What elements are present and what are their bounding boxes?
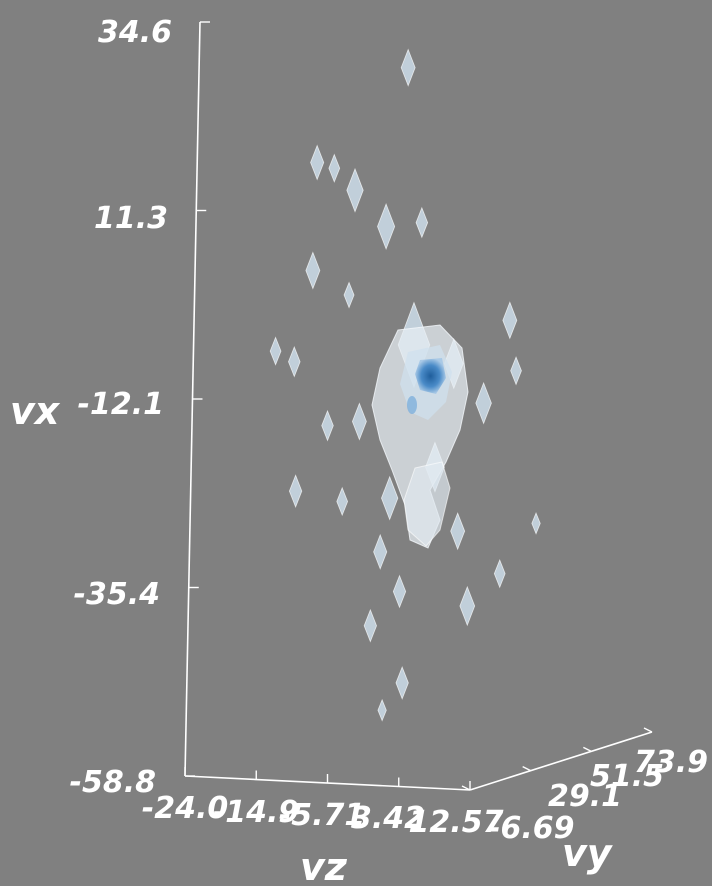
isosurface-blob <box>392 574 407 609</box>
isosurface-blob <box>373 533 388 570</box>
vz-tick-label: 3.42 <box>351 801 425 836</box>
vx-tick-label: -58.8 <box>70 765 156 800</box>
isosurface-blob <box>415 206 429 239</box>
cluster-lower-lobe <box>403 461 451 547</box>
isosurface-blob <box>459 585 476 627</box>
isosurface-blob <box>381 475 399 521</box>
isosurface-blob <box>400 48 416 87</box>
isosurface-blob <box>328 153 341 183</box>
isosurface-blob <box>450 512 466 551</box>
vx-tick-label: -35.4 <box>74 577 160 612</box>
vx-tick-label: -12.1 <box>78 387 164 422</box>
isosurface-blob <box>502 301 518 340</box>
vy-tick-mark <box>583 746 592 752</box>
vz-tick-label: -14.9 <box>213 795 299 830</box>
isosurface-blob <box>288 345 301 378</box>
vy-tick-mark <box>643 727 653 733</box>
isosurface-blob <box>310 144 325 181</box>
vy-tick-mark <box>461 785 471 791</box>
isosurface-blob <box>377 698 387 722</box>
vx-axis-title: vx <box>10 389 61 433</box>
vy-tick-label: 29.1 <box>548 779 622 814</box>
isosurface-blob <box>493 558 506 589</box>
central-cluster <box>371 324 469 549</box>
vz-tick-label: 12.57 <box>409 805 504 840</box>
isosurface-blob <box>336 486 349 517</box>
isosurface-blob <box>343 281 355 309</box>
vy-tick-label: 51.5 <box>590 759 664 794</box>
isosurface-blob <box>288 474 303 509</box>
vz-tick-label: -5.71 <box>279 798 365 833</box>
tick-marks <box>184 21 653 791</box>
vx-tick-label: 34.6 <box>98 15 172 50</box>
vy-tick-label: 73.9 <box>634 745 708 780</box>
isosurface-blob <box>346 167 364 213</box>
vy-tick-label: -6.69 <box>488 811 574 846</box>
vz-tick-label: -24.0 <box>142 791 228 826</box>
isosurface-blob <box>510 356 522 386</box>
vx-tick-label: 11.3 <box>94 201 168 236</box>
isosurface-blob <box>475 381 492 425</box>
isosurface-blob <box>305 251 321 290</box>
vy-axis-line <box>469 731 653 791</box>
cluster-core-secondary <box>407 396 417 414</box>
isosurface-blob <box>531 512 541 535</box>
isosurface-blob <box>269 336 282 366</box>
isosurface-blob <box>321 409 334 442</box>
vy-axis-title: vy <box>562 831 614 875</box>
vz-axis-title: vz <box>300 845 348 886</box>
cluster-core <box>415 358 446 394</box>
vy-tick-mark <box>522 766 531 772</box>
isosurface-blob <box>363 608 377 643</box>
isosurface-blob <box>377 203 396 251</box>
isosurface-blob <box>395 666 409 700</box>
isosurface-blob <box>351 402 367 441</box>
